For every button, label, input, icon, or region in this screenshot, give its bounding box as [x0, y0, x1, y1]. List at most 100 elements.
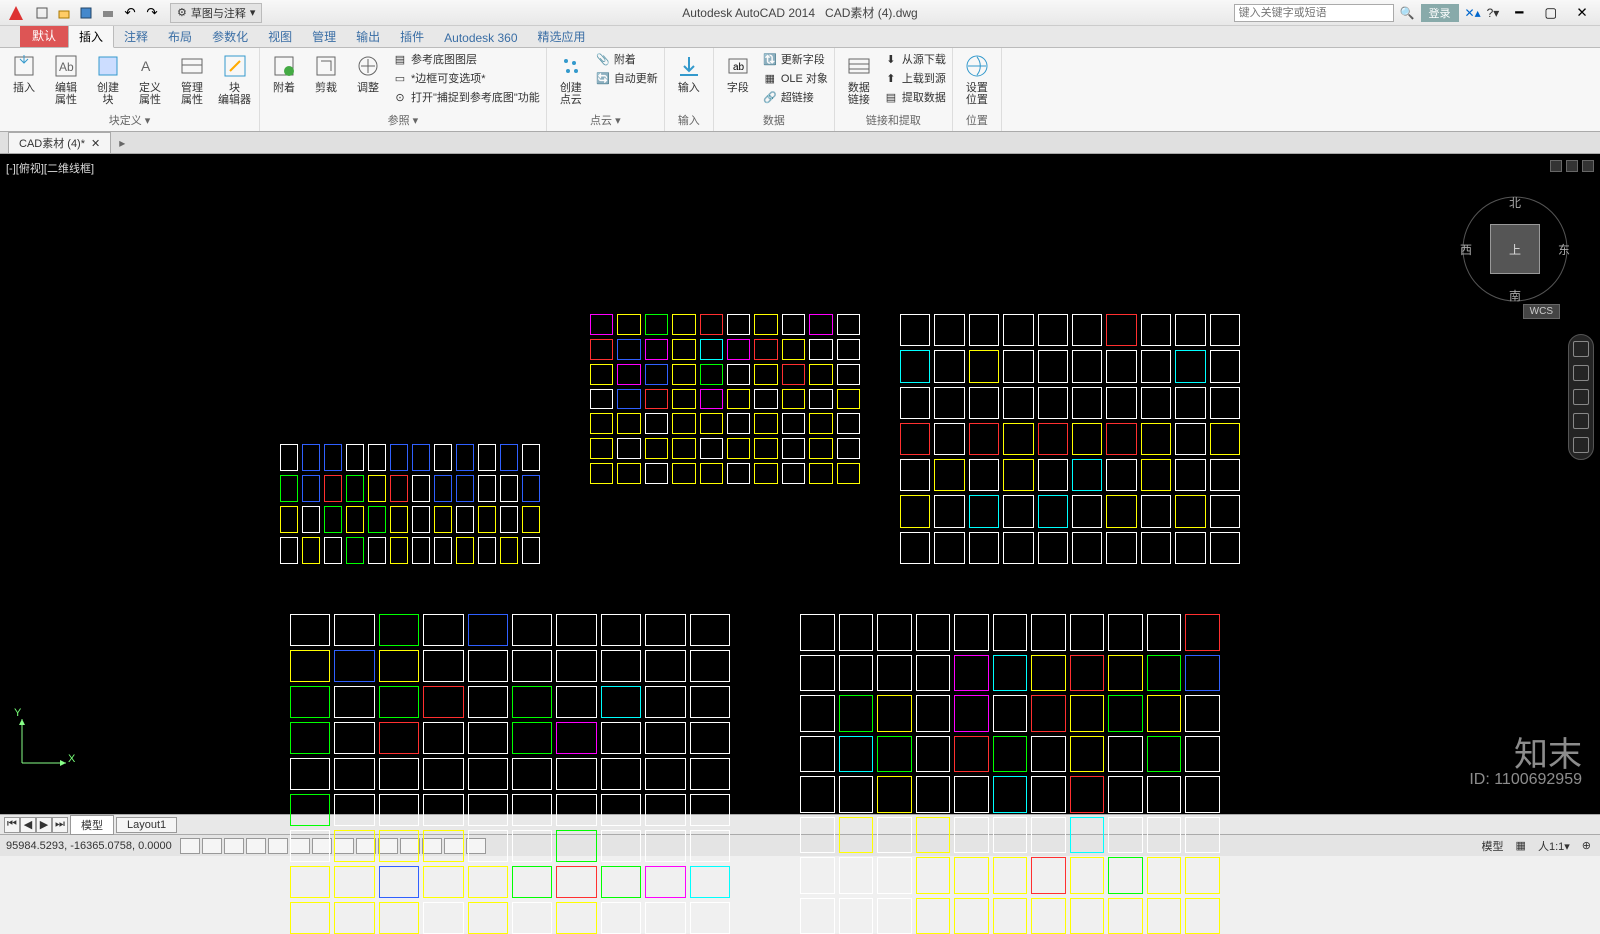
auto-update-button[interactable]: 🔄自动更新: [595, 69, 658, 87]
cad-block[interactable]: [1072, 532, 1102, 564]
cad-block[interactable]: [1147, 614, 1182, 651]
create-pointcloud-button[interactable]: 创建 点云: [553, 50, 589, 108]
tab-parametric[interactable]: 参数化: [202, 26, 258, 47]
cad-block[interactable]: [1147, 655, 1182, 692]
insert-block-button[interactable]: 插入: [6, 50, 42, 96]
cad-block[interactable]: [1038, 350, 1068, 382]
cad-block[interactable]: [1147, 817, 1182, 854]
workspace-switcher[interactable]: ⚙ 草图与注释 ▾: [170, 3, 262, 23]
cad-block[interactable]: [727, 389, 750, 410]
cad-block[interactable]: [690, 614, 730, 646]
cad-block[interactable]: [1210, 387, 1240, 419]
cad-block[interactable]: [837, 389, 860, 410]
cad-block[interactable]: [434, 506, 452, 533]
cad-block[interactable]: [1072, 314, 1102, 346]
cad-block[interactable]: [754, 314, 777, 335]
cad-block[interactable]: [700, 389, 723, 410]
cad-block[interactable]: [334, 866, 374, 898]
status-grid-icon[interactable]: ▦: [1513, 839, 1529, 852]
qat-save-icon[interactable]: [76, 3, 96, 23]
cad-block[interactable]: [1072, 350, 1102, 382]
cad-block[interactable]: [601, 866, 641, 898]
ole-object-button[interactable]: ▦OLE 对象: [762, 69, 828, 87]
cad-block[interactable]: [346, 537, 364, 564]
cad-block[interactable]: [1108, 736, 1143, 773]
cad-block[interactable]: [1108, 817, 1143, 854]
cad-block[interactable]: [290, 758, 330, 790]
nav-orbit-icon[interactable]: [1573, 413, 1589, 429]
cad-block[interactable]: [324, 506, 342, 533]
cad-block[interactable]: [379, 902, 419, 934]
cad-block[interactable]: [672, 413, 695, 434]
cad-block[interactable]: [290, 686, 330, 718]
cad-block[interactable]: [934, 495, 964, 527]
cad-block[interactable]: [468, 614, 508, 646]
cad-block[interactable]: [468, 758, 508, 790]
cad-block[interactable]: [645, 364, 668, 385]
cad-block[interactable]: [877, 776, 912, 813]
define-attr-button[interactable]: A定义 属性: [132, 50, 168, 108]
cad-block[interactable]: [368, 444, 386, 471]
cad-block[interactable]: [423, 902, 463, 934]
nav-wheel-icon[interactable]: [1573, 341, 1589, 357]
cad-block[interactable]: [954, 655, 989, 692]
cad-block[interactable]: [390, 444, 408, 471]
cad-block[interactable]: [556, 794, 596, 826]
cad-block[interactable]: [379, 758, 419, 790]
cad-block[interactable]: [280, 444, 298, 471]
cad-block[interactable]: [837, 413, 860, 434]
toggle-polar-icon[interactable]: [246, 838, 266, 854]
cad-block[interactable]: [672, 438, 695, 459]
cad-block[interactable]: [1070, 898, 1105, 934]
cad-block[interactable]: [1141, 532, 1171, 564]
cad-block[interactable]: [1072, 387, 1102, 419]
cad-block[interactable]: [468, 830, 508, 862]
cad-block[interactable]: [290, 650, 330, 682]
cad-block[interactable]: [645, 830, 685, 862]
cad-block[interactable]: [390, 506, 408, 533]
cad-block[interactable]: [837, 438, 860, 459]
edit-attr-button[interactable]: Ab编辑 属性: [48, 50, 84, 108]
cad-block[interactable]: [809, 438, 832, 459]
cad-block[interactable]: [800, 776, 835, 813]
cad-block[interactable]: [522, 506, 540, 533]
cad-block[interactable]: [934, 459, 964, 491]
cad-block[interactable]: [1147, 736, 1182, 773]
cad-block[interactable]: [280, 475, 298, 502]
cad-block[interactable]: [601, 758, 641, 790]
cad-block[interactable]: [782, 389, 805, 410]
new-tab-button[interactable]: ▸: [111, 136, 133, 150]
cad-block[interactable]: [934, 387, 964, 419]
drawing-area[interactable]: [-][俯视][二维线框] 上 北 南 西 东 WCS Y X 知末 ID: 1…: [0, 154, 1600, 814]
cad-block[interactable]: [1070, 655, 1105, 692]
cad-block[interactable]: [512, 866, 552, 898]
cad-block[interactable]: [1108, 655, 1143, 692]
cad-block[interactable]: [512, 830, 552, 862]
cad-block[interactable]: [993, 817, 1028, 854]
cad-block[interactable]: [900, 459, 930, 491]
layout-next-icon[interactable]: ▶: [36, 817, 52, 833]
cad-block[interactable]: [954, 857, 989, 894]
cad-block[interactable]: [379, 614, 419, 646]
cad-block[interactable]: [1072, 423, 1102, 455]
cad-block[interactable]: [1175, 387, 1205, 419]
cad-block[interactable]: [916, 695, 951, 732]
qat-print-icon[interactable]: [98, 3, 118, 23]
attach-pointcloud-button[interactable]: 📎附着: [595, 50, 658, 68]
cad-block[interactable]: [290, 902, 330, 934]
cad-block[interactable]: [1185, 655, 1220, 692]
cad-block[interactable]: [809, 364, 832, 385]
cad-block[interactable]: [1106, 387, 1136, 419]
cad-block[interactable]: [800, 655, 835, 692]
cad-block[interactable]: [877, 857, 912, 894]
cad-block[interactable]: [993, 776, 1028, 813]
search-input[interactable]: [1234, 4, 1394, 22]
cad-block[interactable]: [954, 817, 989, 854]
nav-zoom-icon[interactable]: [1573, 389, 1589, 405]
cad-block[interactable]: [645, 463, 668, 484]
cad-block[interactable]: [280, 537, 298, 564]
cad-block[interactable]: [690, 794, 730, 826]
cad-block[interactable]: [590, 438, 613, 459]
cad-block[interactable]: [1072, 459, 1102, 491]
cad-block[interactable]: [809, 314, 832, 335]
